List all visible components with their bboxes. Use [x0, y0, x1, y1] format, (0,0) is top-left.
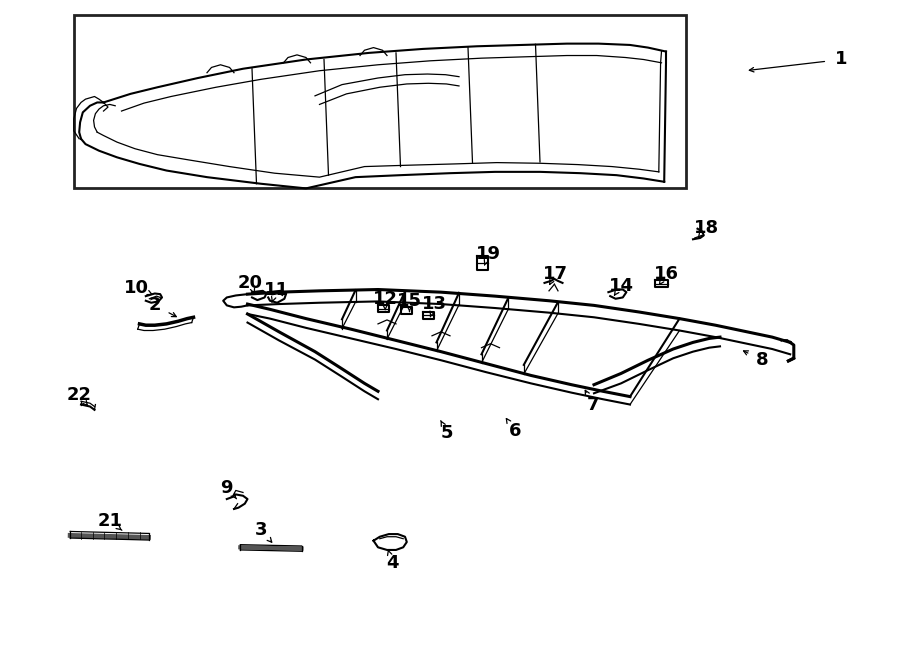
Text: 8: 8: [756, 351, 769, 369]
Text: 12: 12: [373, 290, 398, 308]
Text: 17: 17: [543, 265, 568, 284]
Text: 2: 2: [148, 296, 161, 315]
Text: 9: 9: [220, 479, 233, 497]
Text: 22: 22: [67, 386, 92, 405]
Text: 5: 5: [441, 424, 454, 442]
Text: 3: 3: [255, 521, 267, 539]
Text: 6: 6: [508, 422, 521, 440]
Text: 14: 14: [608, 276, 634, 295]
Text: 11: 11: [264, 280, 289, 299]
Text: 7: 7: [587, 395, 599, 414]
Text: 1: 1: [835, 50, 848, 69]
Text: 4: 4: [386, 554, 399, 572]
Text: 19: 19: [476, 245, 501, 264]
Text: 18: 18: [694, 219, 719, 237]
Text: 20: 20: [238, 274, 263, 292]
Text: 21: 21: [97, 512, 122, 530]
Text: 10: 10: [124, 278, 149, 297]
Text: 16: 16: [653, 265, 679, 284]
Text: 13: 13: [422, 295, 447, 313]
Bar: [74, 15, 686, 188]
Text: 15: 15: [397, 292, 422, 310]
